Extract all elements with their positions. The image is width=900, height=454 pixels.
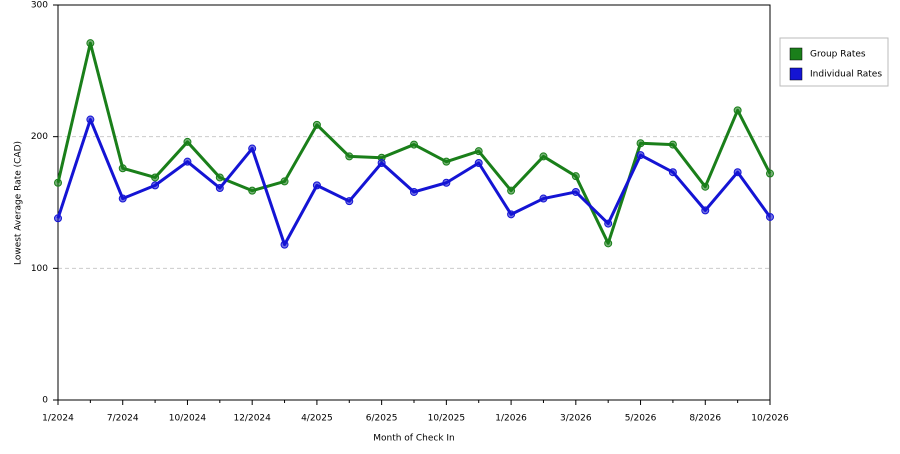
x-tick-label: 10/2025: [428, 414, 465, 424]
data-point: [701, 182, 710, 191]
data-point: [766, 169, 774, 178]
data-point: [183, 137, 192, 146]
data-point: [183, 157, 192, 166]
data-point: [766, 212, 774, 221]
data-point: [668, 140, 677, 149]
data-point: [280, 240, 289, 249]
data-point: [151, 173, 160, 182]
data-point: [668, 168, 677, 177]
y-tick-label: 0: [42, 396, 48, 406]
x-tick-label: 7/2024: [107, 414, 139, 424]
data-point: [474, 147, 483, 156]
data-point: [507, 186, 516, 195]
data-point: [571, 172, 580, 181]
data-point: [312, 181, 321, 190]
data-point: [636, 151, 645, 160]
y-axis-title: Lowest Average Rate (CAD): [14, 141, 24, 265]
data-point: [474, 159, 483, 167]
legend-swatch: [789, 47, 803, 61]
x-tick-label: 3/2026: [560, 414, 592, 424]
data-point: [151, 181, 160, 190]
data-point: [215, 173, 224, 182]
data-point: [86, 115, 95, 124]
data-point: [377, 159, 386, 167]
data-point: [345, 197, 354, 206]
legend-swatch: [789, 67, 803, 81]
data-point: [248, 144, 257, 153]
data-point: [54, 214, 62, 223]
x-tick-label: 1/2026: [495, 414, 527, 424]
data-point: [571, 187, 580, 196]
legend-label: Group Rates: [810, 50, 866, 60]
x-tick-label: 12/2024: [233, 414, 271, 424]
x-tick-label: 6/2025: [366, 414, 398, 424]
data-point: [345, 152, 354, 161]
data-point: [733, 106, 742, 115]
data-point: [118, 164, 127, 173]
data-point: [604, 219, 613, 228]
data-point: [248, 186, 257, 195]
plot-frame: [57, 4, 771, 401]
data-point: [410, 140, 418, 149]
data-point: [86, 39, 95, 48]
data-point: [118, 194, 127, 203]
x-tick-label: 10/2026: [751, 414, 789, 424]
data-point: [539, 152, 548, 161]
x-tick-label: 10/2024: [169, 414, 207, 424]
y-tick-label: 200: [31, 132, 48, 142]
y-tick-label: 300: [31, 1, 48, 11]
data-point: [539, 194, 548, 203]
data-point: [442, 178, 451, 187]
data-point: [442, 157, 451, 166]
data-point: [215, 184, 224, 193]
data-point: [604, 239, 613, 248]
x-tick-label: 4/2025: [301, 414, 333, 424]
data-point: [54, 178, 62, 187]
data-point: [701, 206, 710, 215]
data-point: [280, 177, 289, 186]
x-tick-label: 8/2026: [689, 414, 721, 424]
legend-label: Individual Rates: [810, 70, 882, 80]
data-point: [312, 120, 321, 129]
x-axis-title: Month of Check In: [373, 434, 455, 444]
data-point: [507, 210, 516, 219]
series-line: [56, 118, 772, 247]
data-point: [636, 139, 645, 148]
x-tick-label: 1/2024: [42, 414, 74, 424]
data-point: [410, 187, 418, 196]
y-tick-label: 100: [31, 264, 48, 274]
data-point: [733, 168, 742, 177]
x-tick-label: 5/2026: [625, 414, 657, 424]
